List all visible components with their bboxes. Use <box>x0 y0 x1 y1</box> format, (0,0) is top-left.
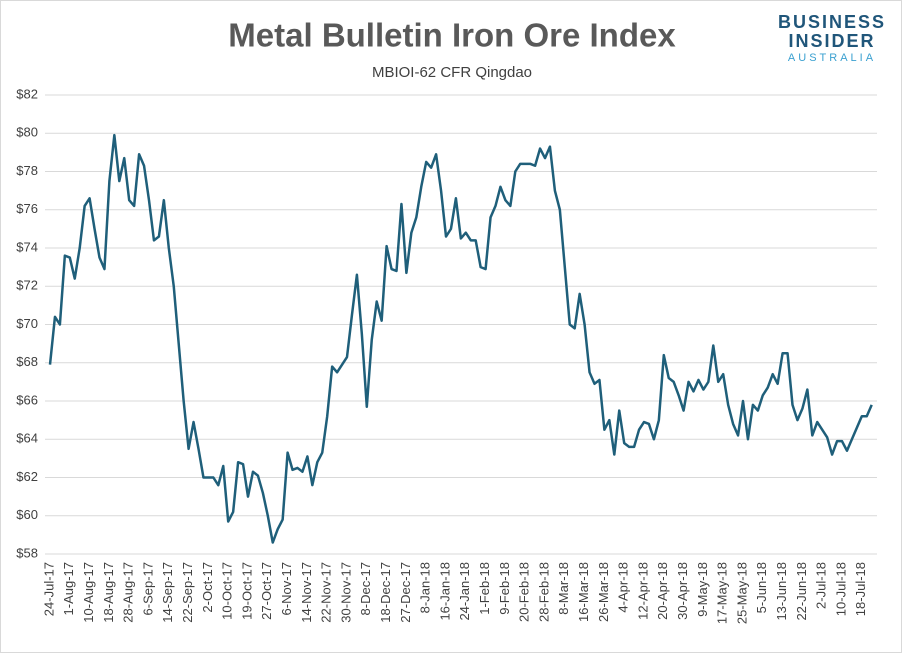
logo-line: INSIDER <box>788 31 875 51</box>
y-tick-label: $74 <box>16 239 38 254</box>
x-tick-label: 2-Oct-17 <box>200 562 215 613</box>
y-tick-label: $80 <box>16 125 38 140</box>
x-tick-label: 19-Oct-17 <box>239 562 254 620</box>
x-tick-label: 10-Jul-18 <box>833 562 848 616</box>
y-tick-label: $66 <box>16 392 38 407</box>
x-tick-label: 18-Jul-18 <box>853 562 868 616</box>
x-tick-label: 9-Feb-18 <box>497 562 512 615</box>
chart-title: Metal Bulletin Iron Ore Index <box>228 17 676 54</box>
x-tick-label: 12-Apr-18 <box>635 562 650 620</box>
chart-subtitle: MBIOI-62 CFR Qingdao <box>372 64 532 81</box>
x-tick-label: 5-Jun-18 <box>754 562 769 613</box>
x-tick-label: 6-Nov-17 <box>279 562 294 615</box>
x-tick-label: 20-Feb-18 <box>517 562 532 622</box>
y-tick-label: $60 <box>16 507 38 522</box>
x-tick-label: 4-Apr-18 <box>616 562 631 613</box>
x-tick-label: 2-Jul-18 <box>814 562 829 609</box>
x-tick-label: 27-Oct-17 <box>259 562 274 620</box>
x-tick-label: 22-Nov-17 <box>319 562 334 623</box>
y-tick-label: $78 <box>16 163 38 178</box>
y-tick-label: $64 <box>16 431 38 446</box>
x-tick-label: 30-Apr-18 <box>675 562 690 620</box>
x-tick-label: 28-Feb-18 <box>536 562 551 622</box>
x-tick-label: 18-Aug-17 <box>101 562 116 623</box>
x-tick-label: 25-May-18 <box>734 562 749 624</box>
x-tick-label: 1-Aug-17 <box>61 562 76 615</box>
x-tick-label: 16-Mar-18 <box>576 562 591 622</box>
x-tick-label: 24-Jul-17 <box>41 562 56 616</box>
x-tick-label: 10-Aug-17 <box>81 562 96 623</box>
x-tick-label: 8-Jan-18 <box>418 562 433 613</box>
x-tick-label: 6-Sep-17 <box>140 562 155 615</box>
x-tick-label: 22-Jun-18 <box>794 562 809 621</box>
y-tick-label: $62 <box>16 469 38 484</box>
x-tick-label: 30-Nov-17 <box>338 562 353 623</box>
x-tick-label: 13-Jun-18 <box>774 562 789 621</box>
logo-line: AUSTRALIA <box>788 52 876 64</box>
y-tick-label: $82 <box>16 86 38 101</box>
x-tick-label: 24-Jan-18 <box>457 562 472 621</box>
x-tick-label: 14-Sep-17 <box>160 562 175 623</box>
x-tick-label: 8-Mar-18 <box>556 562 571 615</box>
x-tick-label: 16-Jan-18 <box>437 562 452 621</box>
logo-line: BUSINESS <box>778 12 886 32</box>
x-tick-label: 20-Apr-18 <box>655 562 670 620</box>
y-tick-label: $58 <box>16 545 38 560</box>
x-tick-label: 8-Dec-17 <box>358 562 373 615</box>
x-tick-label: 1-Feb-18 <box>477 562 492 615</box>
x-tick-label: 9-May-18 <box>695 562 710 617</box>
x-tick-label: 10-Oct-17 <box>220 562 235 620</box>
x-tick-label: 28-Aug-17 <box>121 562 136 623</box>
y-tick-label: $70 <box>16 316 38 331</box>
y-tick-label: $76 <box>16 201 38 216</box>
y-tick-label: $72 <box>16 278 38 293</box>
x-tick-label: 26-Mar-18 <box>596 562 611 622</box>
x-tick-label: 17-May-18 <box>715 562 730 624</box>
x-tick-label: 22-Sep-17 <box>180 562 195 623</box>
x-tick-label: 14-Nov-17 <box>299 562 314 623</box>
x-tick-label: 18-Dec-17 <box>378 562 393 623</box>
x-tick-label: 27-Dec-17 <box>398 562 413 623</box>
y-tick-label: $68 <box>16 354 38 369</box>
line-series <box>48 133 873 544</box>
